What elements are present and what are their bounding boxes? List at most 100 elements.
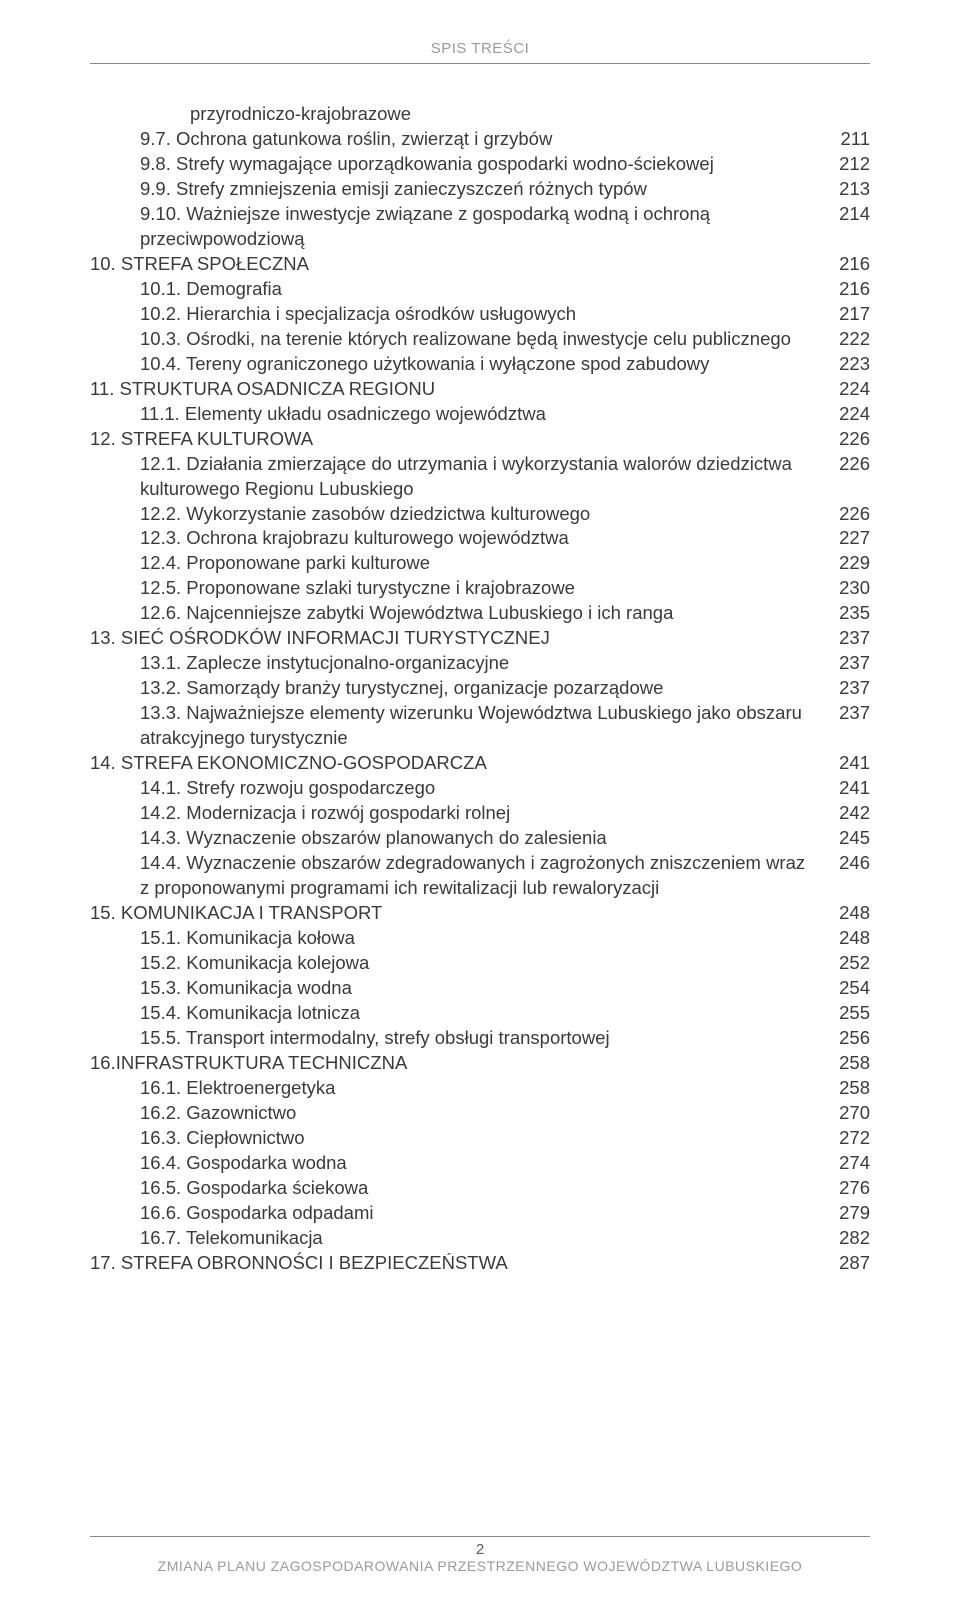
toc-label: 10. STREFA SPOŁECZNA	[90, 252, 830, 277]
toc-page-number: 226	[830, 502, 870, 527]
toc-row: 17. STREFA OBRONNOŚCI I BEZPIECZEŃSTWA28…	[90, 1251, 870, 1276]
toc-row: 9.10. Ważniejsze inwestycje związane z g…	[90, 202, 870, 252]
toc-page-number: 216	[830, 252, 870, 277]
toc-row: 16.4. Gospodarka wodna274	[90, 1151, 870, 1176]
toc-row: 15. KOMUNIKACJA I TRANSPORT248	[90, 901, 870, 926]
toc-label: 14.4. Wyznaczenie obszarów zdegradowanyc…	[90, 851, 830, 901]
toc-row: 12.6. Najcenniejsze zabytki Województwa …	[90, 601, 870, 626]
toc-row: 12. STREFA KULTUROWA226	[90, 427, 870, 452]
toc-page-number: 287	[830, 1251, 870, 1276]
toc-row: 16.2. Gazownictwo270	[90, 1101, 870, 1126]
toc-label: 16.5. Gospodarka ściekowa	[90, 1176, 830, 1201]
toc-page-number: 237	[830, 651, 870, 676]
toc-label: 16.2. Gazownictwo	[90, 1101, 830, 1126]
toc-row: 15.4. Komunikacja lotnicza255	[90, 1001, 870, 1026]
toc-page-number: 258	[830, 1076, 870, 1101]
toc-row: 16.6. Gospodarka odpadami279	[90, 1201, 870, 1226]
toc-label: 9.9. Strefy zmniejszenia emisji zanieczy…	[90, 177, 830, 202]
toc-row: 14.1. Strefy rozwoju gospodarczego241	[90, 776, 870, 801]
toc-page-number: 241	[830, 751, 870, 776]
toc-label: 14.2. Modernizacja i rozwój gospodarki r…	[90, 801, 830, 826]
toc-label: 16.7. Telekomunikacja	[90, 1226, 830, 1251]
toc-label: 12.4. Proponowane parki kulturowe	[90, 551, 830, 576]
toc-label: 14. STREFA EKONOMICZNO-GOSPODARCZA	[90, 751, 830, 776]
toc-page-number: 211	[830, 127, 870, 152]
toc-page-number: 246	[830, 851, 870, 876]
toc-label: 11. STRUKTURA OSADNICZA REGIONU	[90, 377, 830, 402]
toc-page-number: 237	[830, 626, 870, 651]
toc-label: 13.3. Najważniejsze elementy wizerunku W…	[90, 701, 830, 751]
toc-row: 13.1. Zaplecze instytucjonalno-organizac…	[90, 651, 870, 676]
toc-page-number: 213	[830, 177, 870, 202]
toc-row: 15.3. Komunikacja wodna254	[90, 976, 870, 1001]
toc-label: 15.1. Komunikacja kołowa	[90, 926, 830, 951]
toc-label: 15.2. Komunikacja kolejowa	[90, 951, 830, 976]
toc-label: 10.2. Hierarchia i specjalizacja ośrodkó…	[90, 302, 830, 327]
toc-row: 10.4. Tereny ograniczonego użytkowania i…	[90, 352, 870, 377]
toc-row: 14.2. Modernizacja i rozwój gospodarki r…	[90, 801, 870, 826]
toc-page-number: 216	[830, 277, 870, 302]
toc-label: 16.4. Gospodarka wodna	[90, 1151, 830, 1176]
toc-label: 17. STREFA OBRONNOŚCI I BEZPIECZEŃSTWA	[90, 1251, 830, 1276]
toc-row: 13.3. Najważniejsze elementy wizerunku W…	[90, 701, 870, 751]
toc-page-number: 224	[830, 402, 870, 427]
toc-label: 15. KOMUNIKACJA I TRANSPORT	[90, 901, 830, 926]
toc-page-number: 235	[830, 601, 870, 626]
toc-row: 12.3. Ochrona krajobrazu kulturowego woj…	[90, 526, 870, 551]
toc-page-number: 248	[830, 926, 870, 951]
footer-page-number: 2	[90, 1541, 870, 1558]
page-header: SPIS TREŚCI	[90, 40, 870, 57]
toc-label: 15.5. Transport intermodalny, strefy obs…	[90, 1026, 830, 1051]
toc-page-number: 245	[830, 826, 870, 851]
toc-label: 12.2. Wykorzystanie zasobów dziedzictwa …	[90, 502, 830, 527]
toc-label: przyrodniczo-krajobrazowe	[90, 102, 830, 127]
toc-label: 9.10. Ważniejsze inwestycje związane z g…	[90, 202, 830, 252]
toc-page-number: 279	[830, 1201, 870, 1226]
toc-page-number: 276	[830, 1176, 870, 1201]
toc-row: przyrodniczo-krajobrazowe	[90, 102, 870, 127]
toc-page-number: 223	[830, 352, 870, 377]
toc-row: 12.2. Wykorzystanie zasobów dziedzictwa …	[90, 502, 870, 527]
toc-label: 16.3. Ciepłownictwo	[90, 1126, 830, 1151]
toc-page-number: 255	[830, 1001, 870, 1026]
toc-row: 16.7. Telekomunikacja282	[90, 1226, 870, 1251]
toc-page-number: 282	[830, 1226, 870, 1251]
toc-row: 14. STREFA EKONOMICZNO-GOSPODARCZA241	[90, 751, 870, 776]
toc-page-number: 224	[830, 377, 870, 402]
toc-label: 12.1. Działania zmierzające do utrzymani…	[90, 452, 830, 502]
toc-row: 13.2. Samorządy branży turystycznej, org…	[90, 676, 870, 701]
toc-page-number: 242	[830, 801, 870, 826]
toc-row: 16.5. Gospodarka ściekowa276	[90, 1176, 870, 1201]
toc-page-number: 227	[830, 526, 870, 551]
toc-label: 14.3. Wyznaczenie obszarów planowanych d…	[90, 826, 830, 851]
toc-label: 10.3. Ośrodki, na terenie których realiz…	[90, 327, 830, 352]
toc-row: 16.3. Ciepłownictwo272	[90, 1126, 870, 1151]
toc-page-number: 222	[830, 327, 870, 352]
toc-page-number: 274	[830, 1151, 870, 1176]
toc-row: 13. SIEĆ OŚRODKÓW INFORMACJI TURYSTYCZNE…	[90, 626, 870, 651]
toc-row: 9.7. Ochrona gatunkowa roślin, zwierząt …	[90, 127, 870, 152]
toc-label: 13.1. Zaplecze instytucjonalno-organizac…	[90, 651, 830, 676]
toc-row: 10.3. Ośrodki, na terenie których realiz…	[90, 327, 870, 352]
toc-label: 16.6. Gospodarka odpadami	[90, 1201, 830, 1226]
toc-label: 16.INFRASTRUKTURA TECHNICZNA	[90, 1051, 830, 1076]
toc-row: 9.8. Strefy wymagające uporządkowania go…	[90, 152, 870, 177]
toc-page-number: 229	[830, 551, 870, 576]
toc-label: 12. STREFA KULTUROWA	[90, 427, 830, 452]
toc-label: 10.1. Demografia	[90, 277, 830, 302]
toc-label: 9.7. Ochrona gatunkowa roślin, zwierząt …	[90, 127, 830, 152]
toc-page-number: 241	[830, 776, 870, 801]
footer-text: ZMIANA PLANU ZAGOSPODAROWANIA PRZESTRZEN…	[90, 1558, 870, 1574]
toc-label: 16.1. Elektroenergetyka	[90, 1076, 830, 1101]
toc-row: 16.1. Elektroenergetyka258	[90, 1076, 870, 1101]
toc-page-number: 212	[830, 152, 870, 177]
toc-row: 10.1. Demografia216	[90, 277, 870, 302]
toc-row: 12.1. Działania zmierzające do utrzymani…	[90, 452, 870, 502]
toc-row: 15.2. Komunikacja kolejowa252	[90, 951, 870, 976]
toc-page-number: 237	[830, 676, 870, 701]
toc-page-number: 226	[830, 452, 870, 477]
toc-page-number: 217	[830, 302, 870, 327]
toc-row: 12.5. Proponowane szlaki turystyczne i k…	[90, 576, 870, 601]
toc-label: 11.1. Elementy układu osadniczego wojewó…	[90, 402, 830, 427]
toc-page-number: 254	[830, 976, 870, 1001]
